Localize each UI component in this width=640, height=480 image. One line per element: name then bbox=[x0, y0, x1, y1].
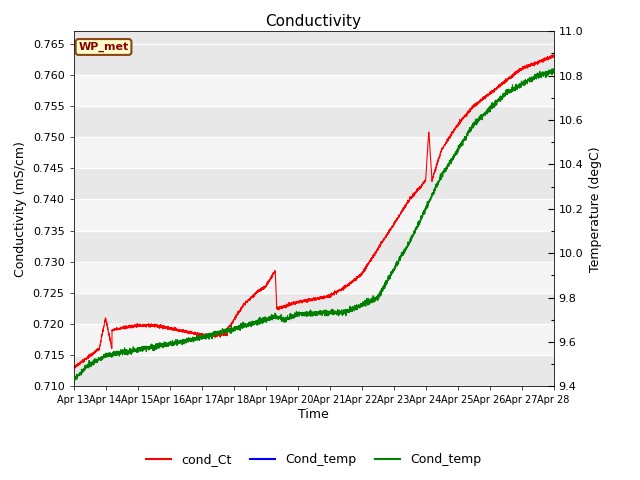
Title: Conductivity: Conductivity bbox=[266, 13, 362, 29]
Y-axis label: Temperature (degC): Temperature (degC) bbox=[589, 146, 602, 272]
Bar bbox=[74, 75, 554, 106]
Bar bbox=[74, 293, 554, 324]
Bar bbox=[74, 230, 554, 262]
Bar bbox=[74, 137, 554, 168]
X-axis label: Time: Time bbox=[298, 408, 329, 421]
Bar bbox=[74, 106, 554, 137]
Bar bbox=[74, 262, 554, 293]
Bar bbox=[74, 168, 554, 200]
Bar bbox=[74, 324, 554, 355]
Bar bbox=[74, 44, 554, 75]
Bar bbox=[74, 355, 554, 386]
Legend: cond_Ct, Cond_temp, Cond_temp: cond_Ct, Cond_temp, Cond_temp bbox=[141, 448, 486, 471]
Bar bbox=[74, 200, 554, 230]
Text: WP_met: WP_met bbox=[79, 42, 129, 52]
Y-axis label: Conductivity (mS/cm): Conductivity (mS/cm) bbox=[14, 141, 27, 277]
